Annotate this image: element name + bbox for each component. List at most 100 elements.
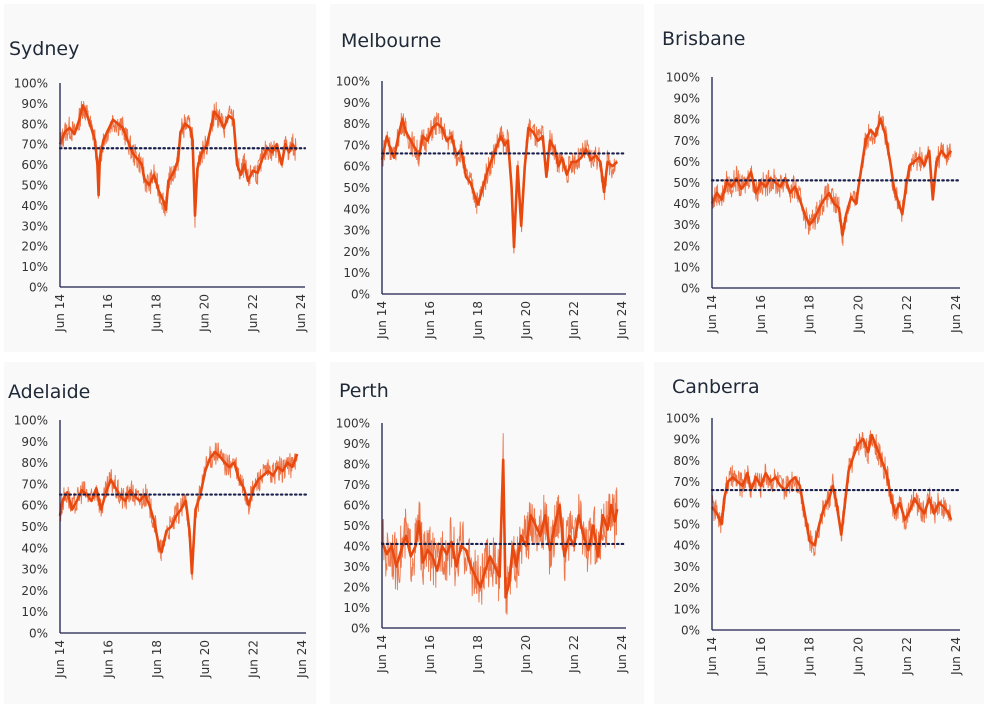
x-tick-label: Jun 22	[567, 301, 581, 340]
chart-svg: 0% 10% 20% 30% 40% 50% 60% 70% 80% 90% 100% Jun 14 J…	[336, 417, 629, 674]
y-tick-label: 10%	[21, 605, 48, 619]
y-tick-label: 10%	[673, 602, 700, 616]
y-tick-label: 90%	[673, 433, 700, 447]
y-tick-label: 0%	[681, 624, 700, 638]
x-tick-label: Jun 22	[567, 635, 581, 674]
y-tick-label: 60%	[673, 496, 700, 510]
y-tick-label: 40%	[673, 539, 700, 553]
y-tick-label: 50%	[343, 519, 370, 533]
chart-title: Adelaide	[8, 381, 91, 403]
y-tick-label: 80%	[21, 117, 48, 131]
y-tick-label: 10%	[343, 601, 370, 615]
y-tick-label: 60%	[673, 155, 700, 169]
series-line	[380, 458, 619, 599]
x-tick-label: Jun 24	[949, 295, 963, 334]
y-tick-label: 30%	[673, 218, 700, 232]
y-tick-label: 70%	[673, 475, 700, 489]
x-tick-label: Jun 18	[149, 294, 163, 333]
chart-title: Sydney	[9, 38, 80, 60]
y-tick-label: 100%	[666, 71, 700, 85]
y-tick-label: 70%	[21, 477, 48, 491]
x-tick-label: Jun 16	[101, 294, 115, 333]
chart-svg: 0% 10% 20% 30% 40% 50% 60% 70% 80% 90% 100% Jun 14 J…	[666, 71, 963, 334]
y-tick-label: 100%	[14, 77, 48, 91]
chart-panel-sydney: Sydney 0% 10% 20% 30% 40% 50% 60% 70% 80% 90% 100%…	[4, 4, 316, 352]
x-tick-label: Jun 18	[803, 637, 817, 676]
y-tick-label: 30%	[673, 560, 700, 574]
chart-panel-canberra: Canberra 0% 10% 20% 30% 40% 50% 60% 70% 80% 90% 10…	[654, 362, 984, 704]
y-tick-label: 60%	[343, 160, 370, 174]
y-tick-label: 30%	[343, 560, 370, 574]
y-tick-label: 70%	[343, 138, 370, 152]
series-line	[58, 104, 298, 217]
x-tick-label: Jun 20	[198, 640, 212, 679]
y-tick-label: 90%	[673, 92, 700, 106]
x-tick-label: Jun 20	[851, 295, 865, 334]
y-tick-label: 90%	[21, 97, 48, 111]
y-tick-label: 20%	[21, 584, 48, 598]
series-line	[710, 117, 953, 237]
x-tick-label: Jun 22	[900, 295, 914, 334]
y-tick-label: 10%	[343, 266, 370, 280]
y-tick-label: 0%	[681, 282, 700, 296]
y-tick-label: 20%	[673, 581, 700, 595]
y-tick-label: 30%	[21, 563, 48, 577]
x-tick-label: Jun 16	[423, 635, 437, 674]
chart-title: Perth	[339, 380, 389, 402]
series-noise-line	[381, 111, 618, 254]
y-tick-label: 40%	[21, 541, 48, 555]
series-line	[380, 118, 619, 249]
y-tick-label: 50%	[21, 179, 48, 193]
y-tick-label: 10%	[21, 260, 48, 274]
chart-title: Brisbane	[662, 28, 746, 50]
x-tick-label: Jun 16	[423, 301, 437, 340]
y-tick-label: 10%	[673, 260, 700, 274]
chart-svg: 0% 10% 20% 30% 40% 50% 60% 70% 80% 90% 100% Jun 14 J…	[14, 414, 309, 679]
chart-svg: 0% 10% 20% 30% 40% 50% 60% 70% 80% 90% 100% Jun 14 J…	[666, 412, 963, 676]
x-tick-label: Jun 22	[247, 640, 261, 679]
y-tick-label: 100%	[666, 412, 700, 426]
y-tick-label: 20%	[21, 240, 48, 254]
y-tick-label: 80%	[343, 117, 370, 131]
chart-svg: 0% 10% 20% 30% 40% 50% 60% 70% 80% 90% 100% Jun 14 J…	[336, 75, 629, 340]
y-tick-label: 90%	[21, 435, 48, 449]
y-tick-label: 90%	[343, 96, 370, 110]
y-tick-label: 50%	[673, 518, 700, 532]
y-tick-label: 40%	[673, 197, 700, 211]
x-tick-label: Jun 24	[615, 635, 629, 674]
x-tick-label: Jun 14	[53, 294, 67, 333]
y-tick-label: 50%	[343, 181, 370, 195]
y-tick-label: 0%	[351, 288, 370, 302]
y-tick-label: 100%	[336, 75, 370, 89]
y-tick-label: 80%	[673, 454, 700, 468]
y-tick-label: 90%	[343, 437, 370, 451]
x-tick-label: Jun 24	[294, 294, 308, 333]
series-line	[710, 433, 953, 547]
y-tick-label: 50%	[21, 520, 48, 534]
x-tick-label: Jun 18	[471, 635, 485, 674]
y-tick-label: 80%	[21, 456, 48, 470]
x-tick-label: Jun 14	[375, 635, 389, 674]
x-tick-label: Jun 24	[295, 640, 309, 679]
y-tick-label: 50%	[673, 176, 700, 190]
chart-panel-melbourne: Melbourne 0% 10% 20% 30% 40% 50% 60% 70% 80% 90% 1…	[330, 4, 644, 352]
y-tick-label: 30%	[21, 219, 48, 233]
x-tick-label: Jun 18	[150, 640, 164, 679]
y-tick-label: 60%	[343, 499, 370, 513]
x-tick-label: Jun 14	[53, 640, 67, 679]
x-tick-label: Jun 14	[705, 637, 719, 676]
y-tick-label: 0%	[29, 627, 48, 641]
y-tick-label: 70%	[673, 134, 700, 148]
x-tick-label: Jun 20	[851, 637, 865, 676]
y-tick-label: 20%	[673, 239, 700, 253]
y-tick-label: 60%	[21, 158, 48, 172]
x-tick-label: Jun 16	[101, 640, 115, 679]
y-tick-label: 0%	[351, 622, 370, 636]
y-tick-label: 60%	[21, 499, 48, 513]
y-tick-label: 40%	[343, 540, 370, 554]
y-tick-label: 100%	[14, 414, 48, 428]
y-tick-label: 20%	[343, 581, 370, 595]
y-tick-label: 30%	[343, 224, 370, 238]
y-tick-label: 80%	[343, 458, 370, 472]
x-tick-label: Jun 20	[519, 301, 533, 340]
